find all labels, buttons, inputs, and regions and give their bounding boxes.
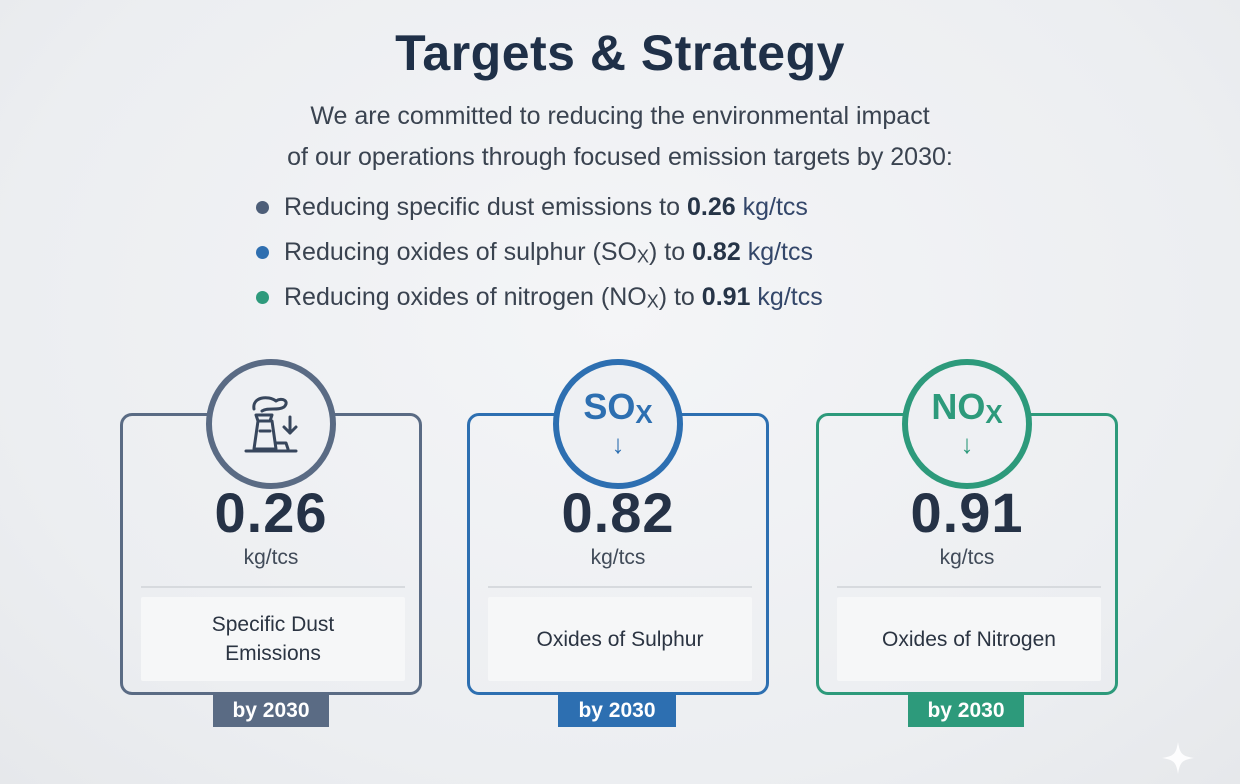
bullet-text: Reducing specific dust emissions to [284, 193, 681, 221]
bullet-dot-icon [256, 291, 269, 304]
down-arrow-icon: ↓ [960, 428, 974, 459]
card-divider [141, 586, 405, 588]
bullet-gas-subscript: X [636, 246, 649, 267]
target-unit: kg/tcs [243, 546, 299, 569]
target-unit: kg/tcs [939, 546, 995, 569]
target-value: 0.82 [561, 481, 675, 544]
year-badge: by 2030 [213, 694, 329, 727]
bullet-unit: kg/tcs [757, 283, 823, 311]
card-dust-emissions: 0.26 kg/tcs Specific Dust Emissions [120, 359, 422, 695]
intro-line-1: We are committed to reducing the environ… [310, 102, 930, 130]
sparkle-icon [1162, 742, 1194, 774]
card-divider [488, 586, 752, 588]
target-bullet-list: Reducing specific dust emissions to 0.26… [256, 190, 823, 325]
intro-text: We are committed to reducing the environ… [200, 96, 1040, 178]
bullet-unit: kg/tcs [747, 238, 813, 266]
bullet-sulphur: Reducing oxides of sulphur (SOX) to 0.82… [256, 235, 823, 280]
bullet-value: 0.26 [686, 193, 736, 221]
card-divider [837, 586, 1101, 588]
card-oxides-of-sulphur: SOX ↓ 0.82 kg/tcs Oxides of Sulphur [467, 359, 769, 695]
bullet-dust: Reducing specific dust emissions to 0.26… [256, 190, 823, 235]
bullet-value: 0.91 [701, 283, 751, 311]
intro-line-2: of our operations through focused emissi… [287, 143, 953, 171]
icon-gas-symbol: SO [583, 386, 636, 428]
target-unit: kg/tcs [590, 546, 646, 569]
bullet-gas: SO [600, 238, 637, 266]
sox-down-icon: SOX ↓ [553, 359, 683, 489]
bullet-gas-subscript: X [646, 291, 659, 312]
bullet-text-mid: ) to [658, 283, 695, 311]
icon-gas-subscript: X [985, 400, 1003, 429]
page-title: Targets & Strategy [395, 25, 845, 81]
bullet-text-mid: ) to [649, 238, 686, 266]
bullet-gas: NO [609, 283, 647, 311]
icon-gas-symbol: NO [931, 386, 986, 428]
target-value: 0.91 [910, 481, 1024, 544]
bullet-nitrogen: Reducing oxides of nitrogen (NOX) to 0.9… [256, 280, 823, 325]
bullet-dot-icon [256, 201, 269, 214]
bullet-text: Reducing oxides of sulphur ( [284, 238, 601, 266]
year-badge: by 2030 [558, 694, 676, 727]
year-badge: by 2030 [908, 694, 1024, 727]
factory-dust-down-icon [206, 359, 336, 489]
icon-gas-subscript: X [635, 400, 653, 429]
bullet-dot-icon [256, 246, 269, 259]
card-oxides-of-nitrogen: NOX ↓ 0.91 kg/tcs Oxides of Nitrogen [816, 359, 1118, 695]
bullet-value: 0.82 [692, 238, 741, 266]
bullet-unit: kg/tcs [742, 193, 808, 221]
target-value: 0.26 [214, 481, 328, 544]
card-label: Specific Dust Emissions [141, 597, 405, 681]
down-arrow-icon: ↓ [611, 428, 625, 459]
card-label: Oxides of Nitrogen [837, 597, 1101, 681]
bullet-text: Reducing oxides of nitrogen ( [284, 283, 610, 311]
card-label: Oxides of Sulphur [488, 597, 752, 681]
nox-down-icon: NOX ↓ [902, 359, 1032, 489]
